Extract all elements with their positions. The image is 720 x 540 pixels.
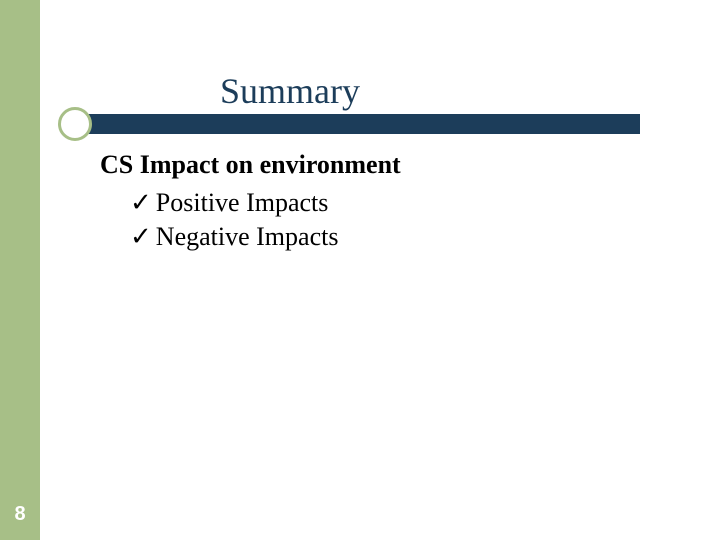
- page-number: 8: [10, 503, 30, 526]
- list-item: ✓ Negative Impacts: [130, 220, 338, 254]
- check-icon: ✓: [130, 220, 152, 254]
- left-accent-strip: [0, 0, 40, 540]
- list-item-label: Negative Impacts: [156, 220, 339, 254]
- slide-title: Summary: [220, 70, 360, 112]
- title-underline-bar: [65, 114, 640, 134]
- list-item-label: Positive Impacts: [156, 186, 329, 220]
- section-subtitle: CS Impact on environment: [100, 150, 401, 180]
- bullet-list: ✓ Positive Impacts ✓ Negative Impacts: [130, 186, 338, 254]
- check-icon: ✓: [130, 186, 152, 220]
- title-bullet-circle: [58, 107, 92, 141]
- list-item: ✓ Positive Impacts: [130, 186, 338, 220]
